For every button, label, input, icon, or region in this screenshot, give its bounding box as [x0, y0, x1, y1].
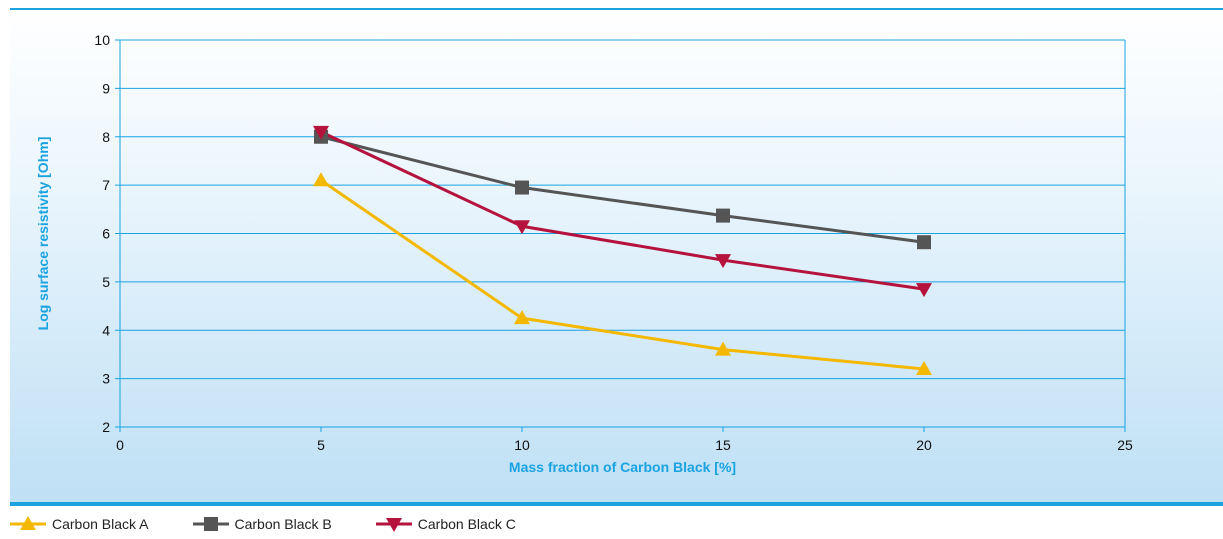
legend-swatch-marker	[20, 516, 36, 530]
legend-swatch-marker	[203, 517, 218, 531]
legend-swatch-marker	[385, 518, 402, 532]
carbon-black-c-point	[514, 220, 530, 235]
y-tick-label: 6	[102, 226, 110, 242]
legend-item-carbon-black-a: Carbon Black A	[10, 516, 149, 532]
y-axis-title: Log surface resistivity [Ohm]	[35, 137, 51, 331]
carbon-black-c-point	[916, 283, 932, 298]
legend-item-carbon-black-c: Carbon Black C	[375, 516, 516, 532]
legend-label: Carbon Black C	[417, 516, 516, 532]
y-tick-label: 3	[102, 371, 110, 387]
chart-panel: 2 3 4 5 6 7 8 9 10 0 5 10 15 20 25 Log surface resisti…	[10, 8, 1223, 506]
carbon-black-b-point	[515, 180, 529, 195]
series-markers	[313, 125, 932, 375]
legend: Carbon Black A Carbon Black B Carbon Black…	[10, 516, 560, 532]
carbon-black-a-point	[916, 360, 932, 375]
carbon-black-a-point	[715, 341, 731, 356]
carbon-black-c-line	[320, 130, 925, 291]
series-lines	[320, 130, 925, 371]
legend-item-carbon-black-b: Carbon Black B	[192, 516, 332, 532]
y-tick-label: 5	[102, 274, 110, 290]
x-tick-label: 15	[715, 437, 731, 453]
legend-label: Carbon Black A	[52, 516, 149, 532]
carbon-black-b-point	[917, 235, 931, 250]
legend-swatch-carbon-black-c	[375, 518, 412, 532]
legend-swatch-carbon-black-a	[10, 516, 46, 530]
y-tick-label: 7	[102, 177, 110, 193]
carbon-black-c-point	[715, 254, 731, 269]
x-tick-label: 20	[916, 437, 932, 453]
y-tick-label: 8	[102, 129, 110, 145]
y-tick-label: 9	[102, 80, 110, 96]
axes	[115, 39, 1126, 432]
carbon-black-a-point	[313, 172, 329, 187]
legend-label: Carbon Black B	[234, 516, 332, 532]
line-chart: 2 3 4 5 6 7 8 9 10 0 5 10 15 20 25 Log surface resisti…	[35, 32, 1133, 475]
x-tick-label: 5	[317, 437, 325, 453]
y-tick-label: 2	[102, 419, 110, 435]
y-tick-label: 10	[94, 32, 110, 48]
x-tick-label: 10	[514, 437, 530, 453]
grid-lines	[120, 39, 1125, 380]
carbon-black-c-point	[313, 125, 329, 140]
x-tick-label: 25	[1117, 437, 1133, 453]
carbon-black-b-point	[716, 208, 730, 223]
y-tick-label: 4	[102, 322, 110, 338]
carbon-black-b-line	[320, 135, 925, 244]
carbon-black-a-line	[320, 179, 925, 371]
legend-swatch-carbon-black-b	[192, 517, 229, 531]
x-tick-label: 0	[116, 437, 124, 453]
tick-labels: 2 3 4 5 6 7 8 9 10 0 5 10 15 20 25	[94, 32, 1133, 453]
x-axis-title: Mass fraction of Carbon Black [%]	[509, 459, 736, 475]
carbon-black-a-point	[514, 310, 530, 325]
